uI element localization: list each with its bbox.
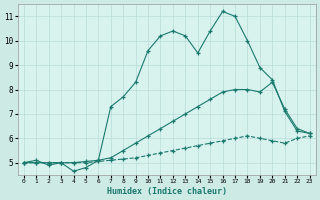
X-axis label: Humidex (Indice chaleur): Humidex (Indice chaleur) [107,187,227,196]
